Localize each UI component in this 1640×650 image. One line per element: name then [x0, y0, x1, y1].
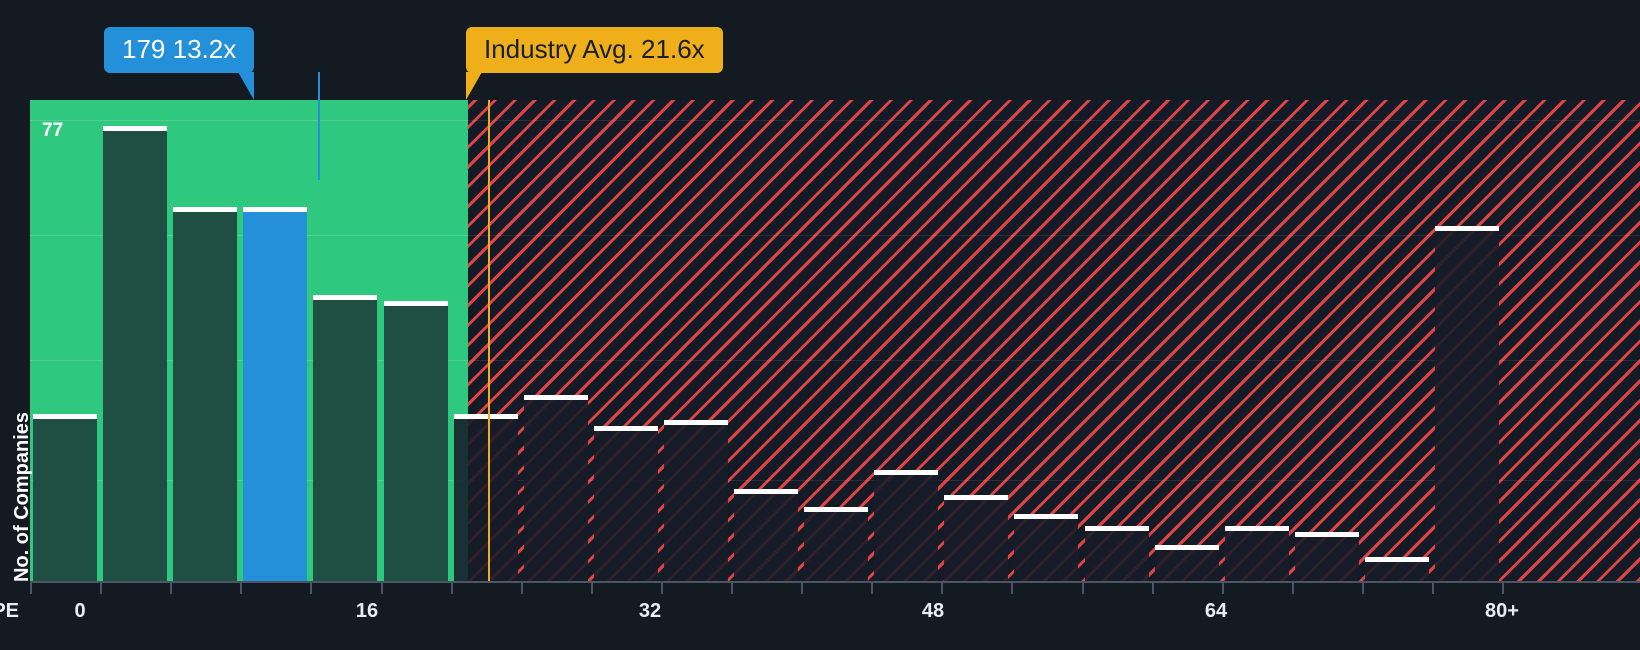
- histogram-bar[interactable]: [1224, 526, 1289, 581]
- bar-cap: [1154, 545, 1219, 550]
- bar-cap: [593, 426, 658, 431]
- histogram-bar[interactable]: [103, 126, 168, 581]
- x-axis-tick: [100, 583, 103, 594]
- histogram-bar[interactable]: [383, 301, 448, 581]
- histogram-bar[interactable]: [1435, 226, 1500, 581]
- x-tick-label-80: 80+: [1485, 600, 1519, 622]
- x-axis-tick: [380, 583, 383, 594]
- histogram-bar[interactable]: [1014, 514, 1079, 581]
- industry-avg-callout-label: Industry Avg. 21.6x: [484, 34, 705, 64]
- x-axis-tick: [450, 583, 453, 594]
- histogram-bar[interactable]: [1294, 532, 1359, 581]
- bar-cap: [1224, 526, 1289, 531]
- x-tick-label-0: 0: [74, 600, 86, 622]
- histogram-bar[interactable]: [453, 414, 518, 581]
- bar-cap: [874, 470, 939, 475]
- x-axis-tick: [1011, 583, 1014, 594]
- industry-avg-callout[interactable]: Industry Avg. 21.6x: [466, 27, 723, 100]
- bar-cap: [734, 489, 799, 494]
- x-axis-line: [30, 581, 1640, 583]
- x-axis-tick: [801, 583, 804, 594]
- bar-cap: [243, 207, 308, 212]
- industry-callout-tail: [466, 72, 482, 100]
- y-axis-title: No. of Companies: [11, 411, 33, 582]
- company-pe-callout-label: 179 13.2x: [122, 34, 237, 64]
- histogram-bar[interactable]: [804, 507, 869, 581]
- histogram-bar[interactable]: [523, 395, 588, 581]
- histogram-bar[interactable]: [874, 470, 939, 581]
- plot-area: [30, 100, 1640, 581]
- x-axis-tick: [30, 583, 32, 594]
- histogram-bar[interactable]: [173, 207, 238, 581]
- histogram-bar[interactable]: [1154, 545, 1219, 581]
- x-tick-label-48: 48: [921, 600, 945, 622]
- histogram-bar[interactable]: [243, 207, 308, 581]
- x-axis-tick: [731, 583, 733, 594]
- bar-cap: [103, 126, 168, 131]
- x-axis-tick: [941, 583, 944, 594]
- x-tick-label-64: 64: [1204, 600, 1228, 622]
- bar-cap: [1014, 514, 1079, 519]
- y-axis-max-label: 77: [42, 120, 64, 141]
- x-axis-tick: [170, 583, 173, 594]
- bar-cap: [313, 295, 378, 300]
- bar-cap: [173, 207, 238, 212]
- histogram-bar[interactable]: [593, 426, 658, 581]
- x-axis-tick: [1502, 583, 1505, 594]
- company-pe-line: [318, 72, 320, 180]
- x-tick-label-32: 32: [638, 600, 662, 622]
- bar-cap: [1364, 557, 1429, 562]
- x-axis-tick: [590, 583, 593, 594]
- company-pe-callout[interactable]: 179 13.2x: [104, 27, 255, 100]
- x-axis-tick: [1221, 583, 1224, 594]
- bar-cap: [383, 301, 448, 306]
- x-axis-tick: [1291, 583, 1294, 594]
- bar-cap: [663, 420, 728, 425]
- company-callout-tail: [238, 72, 255, 100]
- bar-cap: [944, 495, 1009, 500]
- x-axis-tick: [240, 583, 243, 594]
- bar-cap: [33, 414, 98, 419]
- x-axis-tick: [660, 583, 663, 594]
- x-axis-prefix-label: PE: [0, 600, 19, 622]
- x-axis-tick: [1361, 583, 1364, 594]
- x-axis-tick: [520, 583, 523, 594]
- histogram-bar[interactable]: [1084, 526, 1149, 581]
- bar-cap: [1084, 526, 1149, 531]
- bar-cap: [453, 414, 518, 419]
- x-axis-tick: [310, 583, 313, 594]
- histogram-bar[interactable]: [313, 295, 378, 581]
- histogram-bar[interactable]: [734, 489, 799, 581]
- x-axis-tick: [1081, 583, 1084, 594]
- bar-cap: [1294, 532, 1359, 537]
- histogram-bar[interactable]: [33, 414, 98, 581]
- bar-cap: [804, 507, 869, 512]
- x-axis-tick: [1432, 583, 1434, 594]
- bar-cap: [1435, 226, 1500, 231]
- industry-avg-line: [488, 100, 490, 581]
- bar-cap: [523, 395, 588, 400]
- histogram-bar[interactable]: [1364, 557, 1429, 581]
- x-tick-label-16: 16: [355, 600, 379, 622]
- histogram-bar[interactable]: [663, 420, 728, 581]
- histogram-bars: [30, 100, 1640, 581]
- x-axis-tick: [871, 583, 874, 594]
- histogram-bar[interactable]: [944, 495, 1009, 581]
- x-axis-tick: [1151, 583, 1154, 594]
